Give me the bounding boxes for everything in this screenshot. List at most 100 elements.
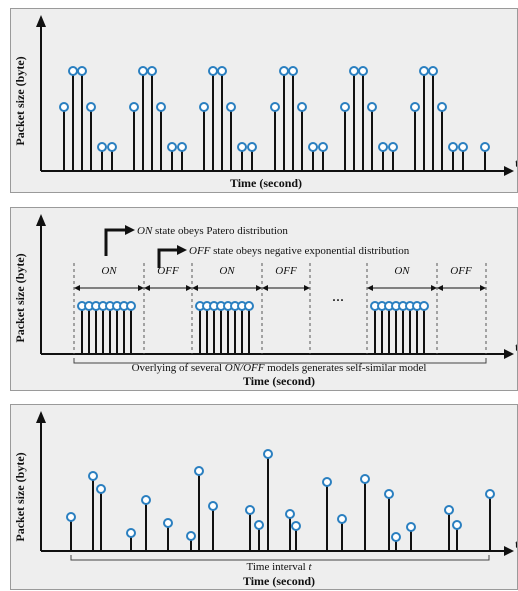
packet-marker — [322, 477, 332, 487]
packet-marker — [337, 514, 347, 524]
burst-packet-marker — [126, 301, 136, 311]
duration-arrowhead — [138, 285, 144, 291]
off-legend-arrowhead — [177, 245, 187, 255]
on-off-model-panel: ON state obeys Patero distribution OFF s… — [10, 207, 518, 391]
packet-marker — [126, 528, 136, 538]
packet-marker — [129, 102, 139, 112]
packet-stems — [66, 449, 495, 551]
packet-marker — [254, 520, 264, 530]
segment-label-off-3: OFF — [450, 265, 472, 277]
packet-marker — [406, 522, 416, 532]
packet-marker — [340, 102, 350, 112]
duration-arrowhead — [144, 285, 150, 291]
x-axis-arrow — [504, 546, 514, 556]
packet-marker — [279, 66, 289, 76]
duration-arrowhead — [74, 285, 80, 291]
periodic-packets-panel: Packet size (byte) Time (second) t — [10, 8, 518, 193]
duration-arrowhead — [304, 285, 310, 291]
packet-marker — [263, 449, 273, 459]
axis-t-label: t — [515, 156, 518, 170]
duration-arrowhead — [186, 285, 192, 291]
packet-marker — [226, 102, 236, 112]
packet-marker — [208, 501, 218, 511]
packet-marker — [237, 142, 247, 152]
x-axis-arrow — [504, 166, 514, 176]
packet-marker — [208, 66, 218, 76]
overlay-caption: Overlying of several ON/OFF models gener… — [132, 362, 427, 374]
packet-marker — [378, 142, 388, 152]
ellipsis: ··· — [332, 293, 344, 307]
packet-marker — [68, 66, 78, 76]
duration-arrowhead — [192, 285, 198, 291]
y-axis-label: Packet size (byte) — [13, 452, 27, 541]
packet-marker — [480, 142, 490, 152]
state-duration-arrows — [74, 285, 486, 291]
packet-marker — [270, 102, 280, 112]
packet-marker — [194, 466, 204, 476]
off-legend-arrow — [157, 248, 179, 268]
packet-marker — [349, 66, 359, 76]
y-axis-arrow — [36, 411, 46, 423]
packet-marker — [485, 489, 495, 499]
packet-marker — [458, 142, 468, 152]
periodic-packets-diagram: Packet size (byte) Time (second) t — [13, 15, 518, 190]
burst-packet-marker — [244, 301, 254, 311]
packet-marker — [86, 102, 96, 112]
packet-marker — [391, 532, 401, 542]
packet-marker — [448, 142, 458, 152]
packet-marker — [308, 142, 318, 152]
x-axis-label: Time (second) — [243, 374, 315, 388]
packet-marker — [217, 66, 227, 76]
interval-bracket — [70, 555, 490, 561]
packet-marker — [163, 518, 173, 528]
packet-marker — [384, 489, 394, 499]
overlay-bracket — [73, 358, 487, 364]
packet-marker — [66, 512, 76, 522]
packet-bursts — [77, 301, 429, 354]
packet-marker — [97, 142, 107, 152]
packet-marker — [156, 102, 166, 112]
time-interval-label: Time interval t — [247, 561, 313, 573]
packet-stems — [59, 66, 490, 171]
on-legend-arrow — [104, 228, 127, 256]
x-axis-label: Time (second) — [243, 574, 315, 588]
packet-marker — [88, 471, 98, 481]
axis-t-label: t — [515, 340, 518, 354]
packet-marker — [358, 66, 368, 76]
segment-label-on-3: ON — [394, 265, 410, 277]
duration-arrowhead — [262, 285, 268, 291]
y-axis-label: Packet size (byte) — [13, 253, 27, 342]
packet-marker — [107, 142, 117, 152]
burst-packet-marker — [419, 301, 429, 311]
packet-marker — [138, 66, 148, 76]
packet-marker — [291, 521, 301, 531]
packet-marker — [428, 66, 438, 76]
segment-label-off-1: OFF — [157, 265, 179, 277]
axis-t-label: t — [515, 537, 518, 551]
duration-arrowhead — [480, 285, 486, 291]
y-axis-label: Packet size (byte) — [13, 56, 27, 145]
packet-marker — [388, 142, 398, 152]
segment-label-on-2: ON — [219, 265, 235, 277]
packet-marker — [452, 520, 462, 530]
packet-marker — [285, 509, 295, 519]
packet-marker — [247, 142, 257, 152]
off-legend-text: OFF state obeys negative exponential dis… — [189, 245, 410, 257]
packet-marker — [141, 495, 151, 505]
x-axis-label: Time (second) — [230, 176, 302, 190]
on-legend-arrowhead — [125, 225, 135, 235]
segment-label-off-2: OFF — [275, 265, 297, 277]
packet-marker — [177, 142, 187, 152]
packet-marker — [360, 474, 370, 484]
packet-marker — [245, 505, 255, 515]
packet-marker — [367, 102, 377, 112]
self-similar-packets-diagram: Packet size (byte) Time interval t Time … — [13, 411, 518, 588]
duration-arrowhead — [431, 285, 437, 291]
packet-marker — [147, 66, 157, 76]
y-axis-arrow — [36, 15, 46, 27]
packet-marker — [410, 102, 420, 112]
packet-marker — [419, 66, 429, 76]
packet-marker — [96, 484, 106, 494]
on-legend-text: ON state obeys Patero distribution — [137, 225, 288, 237]
duration-arrowhead — [437, 285, 443, 291]
